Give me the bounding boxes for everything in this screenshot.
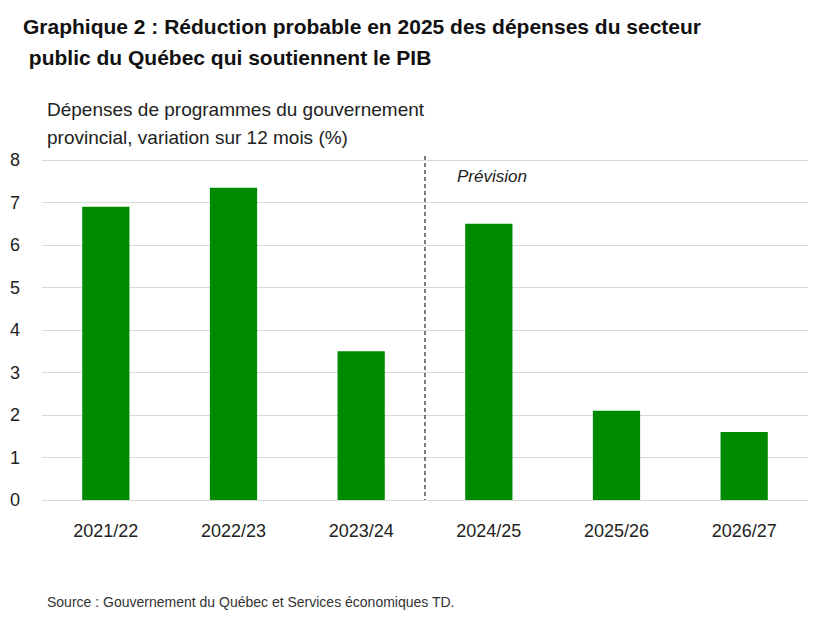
svg-text:2025/26: 2025/26 bbox=[584, 521, 649, 541]
svg-text:5: 5 bbox=[10, 278, 20, 298]
svg-text:Source : Gouvernement du Québe: Source : Gouvernement du Québec et Servi… bbox=[47, 594, 455, 610]
svg-text:2022/23: 2022/23 bbox=[201, 521, 266, 541]
svg-text:8: 8 bbox=[10, 150, 20, 170]
svg-text:Dépenses de programmes du gouv: Dépenses de programmes du gouvernement bbox=[47, 99, 429, 120]
svg-text:Prévision: Prévision bbox=[457, 167, 527, 186]
svg-text:Graphique 2 : Réduction probab: Graphique 2 : Réduction probable en 2025… bbox=[23, 15, 701, 38]
svg-text:6: 6 bbox=[10, 235, 20, 255]
svg-text:2024/25: 2024/25 bbox=[456, 521, 521, 541]
svg-text:7: 7 bbox=[10, 193, 20, 213]
svg-text:2026/27: 2026/27 bbox=[712, 521, 777, 541]
svg-text:2023/24: 2023/24 bbox=[329, 521, 394, 541]
svg-text:3: 3 bbox=[10, 363, 20, 383]
svg-text:4: 4 bbox=[10, 320, 20, 340]
svg-text:provincial, variation sur 12 m: provincial, variation sur 12 mois (%) bbox=[47, 127, 348, 148]
svg-text:0: 0 bbox=[10, 490, 20, 510]
svg-text:2: 2 bbox=[10, 405, 20, 425]
svg-text:1: 1 bbox=[10, 448, 20, 468]
svg-text:public du Québec qui soutienne: public du Québec qui soutiennent le PIB bbox=[23, 46, 431, 69]
svg-text:2021/22: 2021/22 bbox=[73, 521, 138, 541]
